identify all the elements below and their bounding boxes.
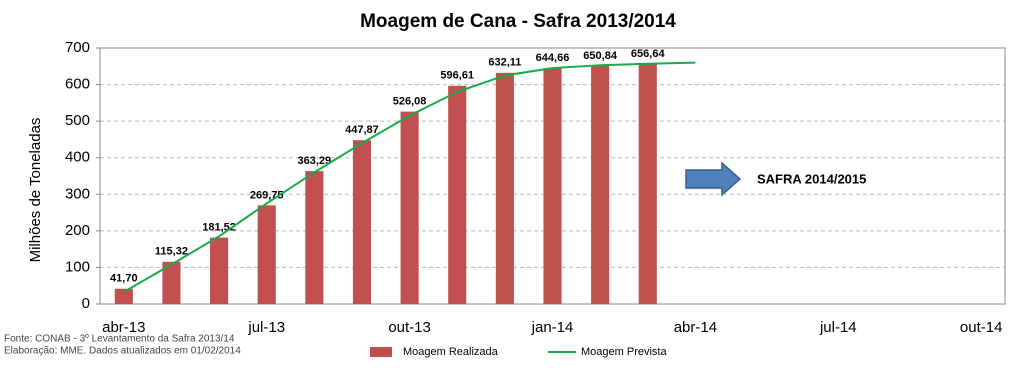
y-tick-label: 400: [65, 149, 90, 166]
y-tick-label: 100: [65, 258, 90, 275]
bar: [257, 205, 276, 304]
bar: [543, 68, 562, 304]
bar: [305, 171, 324, 304]
y-tick-label: 700: [65, 39, 90, 56]
bar: [210, 237, 229, 304]
data-label: 115,32: [155, 246, 188, 258]
x-tick-label: jul-13: [247, 319, 285, 336]
bar: [448, 85, 467, 304]
x-tick-label: jan-14: [531, 319, 574, 336]
line: [123, 61, 696, 293]
data-label: 41,70: [110, 273, 138, 285]
data-label: 644,66: [536, 52, 570, 64]
bar: [591, 65, 610, 304]
annotation: SAFRA 2014/2015: [757, 171, 866, 186]
x-tick-label: abr-13: [102, 319, 145, 336]
data-label: 363,29: [298, 155, 332, 167]
x-tick-label: abr-14: [674, 319, 717, 336]
x-tick-label: out-14: [960, 319, 1003, 336]
y-tick-label: 200: [65, 222, 90, 239]
data-label: 596,61: [440, 70, 474, 82]
y-axis-label: Milhões de Toneladas: [27, 118, 44, 263]
y-tick-label: 600: [65, 76, 90, 93]
bar: [495, 72, 514, 305]
bar: [114, 288, 133, 304]
bar: [400, 111, 419, 304]
bar: [638, 63, 657, 304]
source-note: Elaboração: MME. Dados atualizados em 01…: [4, 346, 241, 357]
source-note: Fonte: CONAB - 3º Levantamento da Safra …: [4, 334, 235, 345]
bar: [162, 261, 181, 304]
data-label: 650,84: [583, 50, 618, 62]
x-tick-label: out-13: [388, 319, 431, 336]
legend-label: Moagem Prevista: [581, 346, 667, 358]
y-tick-label: 0: [82, 295, 90, 312]
legend-label: Moagem Realizada: [403, 346, 499, 358]
bar: [352, 140, 372, 304]
x-tick-label: jul-14: [819, 319, 857, 336]
data-label: 632,11: [488, 57, 521, 69]
data-label: 447,87: [345, 124, 379, 136]
arrow: [685, 161, 742, 197]
y-tick-label: 300: [65, 185, 90, 202]
chart-title: Moagem de Cana - Safra 2013/2014: [360, 11, 676, 32]
data-label: 526,08: [393, 96, 427, 108]
legend-swatch: [370, 347, 392, 357]
data-label: 656,64: [631, 48, 666, 60]
y-tick-label: 500: [65, 112, 90, 129]
